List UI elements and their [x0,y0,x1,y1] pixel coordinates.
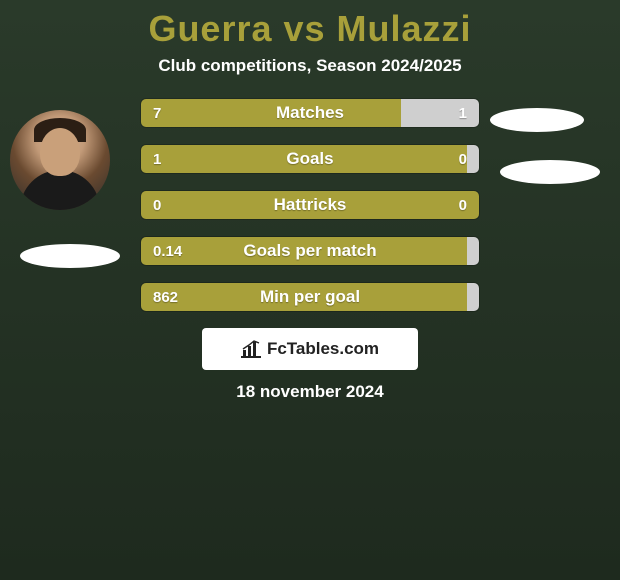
placeholder-ellipse-bottom-right [500,160,600,184]
stat-value-left: 0.14 [153,243,182,260]
stat-row: 0.14Goals per match [140,236,480,266]
stat-value-right: 1 [459,105,467,122]
stat-bar-left: 862 [141,283,467,311]
stat-bar-right: 1 [401,99,479,127]
stat-row: 10Goals [140,144,480,174]
stat-row: 71Matches [140,98,480,128]
stat-value-left: 0 [153,197,161,214]
stats-area: 71Matches10Goals00Hattricks0.14Goals per… [0,98,620,312]
placeholder-ellipse-top-right [490,108,584,132]
comparison-title: Guerra vs Mulazzi [0,8,620,50]
stat-bar-left: 1 [141,145,467,173]
comparison-date: 18 november 2024 [0,382,620,402]
stat-rows-container: 71Matches10Goals00Hattricks0.14Goals per… [140,98,480,312]
stat-value-left: 1 [153,151,161,168]
stat-bar-right: 0 [467,145,479,173]
brand-label: FcTables.com [267,339,379,359]
stat-value-right: 0 [459,197,467,214]
bar-chart-icon [241,340,261,358]
stat-value-left: 7 [153,105,161,122]
stat-bar-left: 7 [141,99,401,127]
stat-value-right: 0 [459,151,467,168]
stat-value-left: 862 [153,289,178,306]
stat-bar-left: 0.14 [141,237,467,265]
stat-bar-right [467,283,479,311]
stat-bar-right [467,237,479,265]
comparison-subtitle: Club competitions, Season 2024/2025 [0,56,620,76]
placeholder-ellipse-left [20,244,120,268]
stat-row: 862Min per goal [140,282,480,312]
content-root: Guerra vs Mulazzi Club competitions, Sea… [0,0,620,580]
stat-bar-left: 0 [141,191,310,219]
brand-box: FcTables.com [202,328,418,370]
stat-row: 00Hattricks [140,190,480,220]
player-left-avatar [10,110,110,210]
stat-bar-right: 0 [310,191,479,219]
